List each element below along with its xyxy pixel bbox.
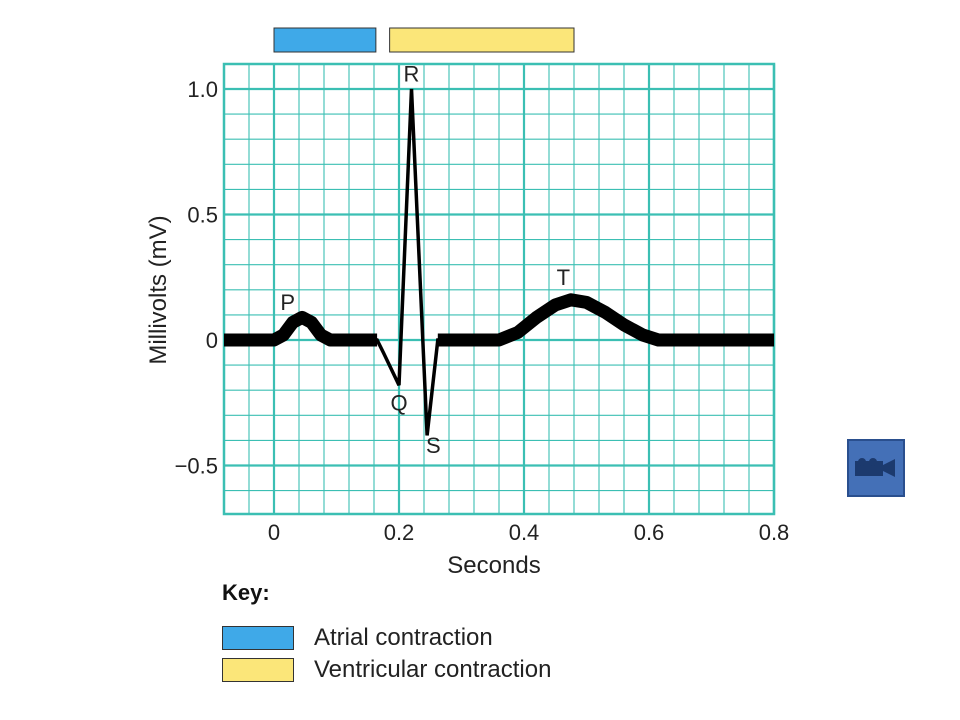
key-label-ventricular: Ventricular contraction xyxy=(314,656,552,683)
wave-label-S: S xyxy=(426,433,441,458)
y-tick-label: 0.5 xyxy=(187,203,218,228)
key-swatch-atrial xyxy=(222,626,294,650)
x-tick-label: 0.8 xyxy=(759,520,790,545)
contraction-bar-1 xyxy=(389,27,575,53)
x-tick-label: 0.6 xyxy=(634,520,665,545)
wave-label-P: P xyxy=(280,290,295,315)
y-tick-label: −0.5 xyxy=(175,454,218,479)
key-item-atrial: Atrial contraction xyxy=(222,624,493,651)
wave-label-R: R xyxy=(404,61,420,86)
contraction-bars xyxy=(273,27,575,53)
y-tick-label: 1.0 xyxy=(187,77,218,102)
key-label-atrial: Atrial contraction xyxy=(314,624,493,651)
y-axis-label: Millivolts (mV) xyxy=(145,215,172,364)
wave-label-T: T xyxy=(557,265,570,290)
ecg-trace xyxy=(224,88,774,436)
ecg-trace-thick-0 xyxy=(224,310,378,347)
key-swatch-ventricular xyxy=(222,658,294,682)
video-button[interactable] xyxy=(847,439,905,497)
video-camera-icon xyxy=(855,458,895,477)
x-tick-label: 0 xyxy=(268,520,280,545)
plot-frame xyxy=(222,62,776,516)
x-tick-label: 0.2 xyxy=(384,520,415,545)
axis-ticks: 0 0.2 0.4 0.6 0.8 1.0 0.5 0 −0.5 xyxy=(175,77,790,545)
chart-grid xyxy=(222,62,776,516)
wave-labels: P R QS T xyxy=(280,61,570,457)
wave-label-Q: Q xyxy=(390,390,407,415)
x-axis-label: Seconds xyxy=(447,552,540,579)
key-title: Key: xyxy=(222,580,270,605)
ecg-trace-layer xyxy=(224,88,774,436)
key-item-ventricular: Ventricular contraction xyxy=(222,656,552,683)
y-tick-label: 0 xyxy=(206,328,218,353)
contraction-bar-0 xyxy=(273,27,377,53)
x-tick-label: 0.4 xyxy=(509,520,540,545)
